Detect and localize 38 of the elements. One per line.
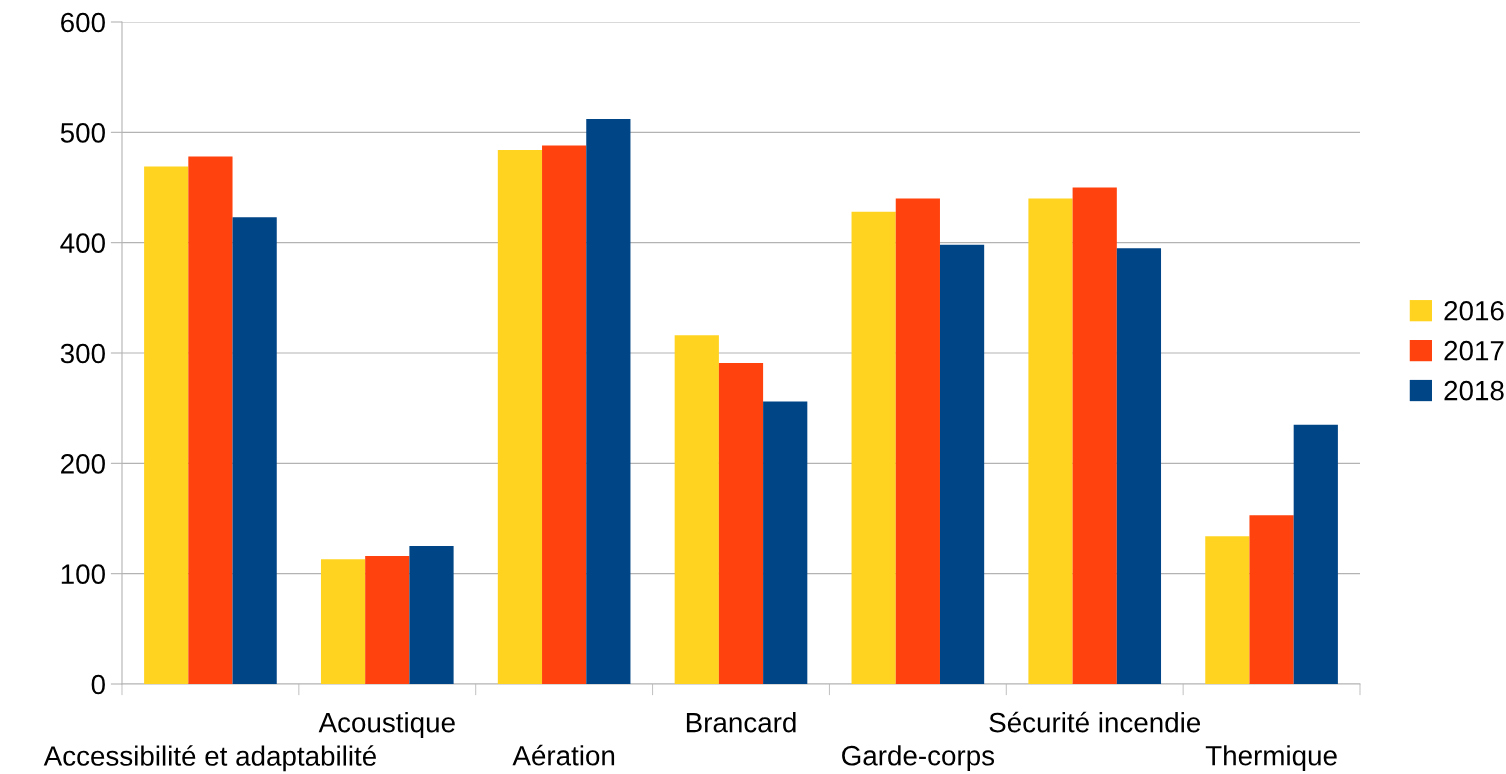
bar (674, 335, 719, 684)
bar (188, 156, 233, 684)
bar (320, 559, 366, 684)
x-tick-label: Aération (512, 744, 615, 766)
y-tick-label: 300 (60, 343, 105, 364)
y-tick-label: 200 (61, 454, 105, 474)
legend-label: 2018 (1444, 380, 1504, 401)
bar (895, 198, 940, 684)
bar (763, 401, 808, 684)
bar (542, 145, 587, 684)
bar (1293, 424, 1338, 684)
y-tick-label: 600 (61, 12, 105, 33)
bar (1116, 248, 1162, 684)
legend-label: 2017 (1444, 340, 1504, 361)
bar (586, 119, 631, 684)
x-tick-label: Acoustique (318, 712, 455, 738)
y-tick-label: 400 (60, 233, 105, 254)
y-tick-label: 100 (61, 564, 105, 585)
x-tick-label: Sécurité incendie (989, 711, 1201, 733)
y-tick-label: 0 (91, 674, 105, 695)
bar (409, 546, 454, 684)
bar (232, 217, 277, 684)
x-tick-label: Garde-corps (842, 745, 995, 772)
bar (1205, 536, 1250, 684)
x-tick-label: Accessibilité et adaptabilité (43, 745, 376, 772)
bar (1028, 198, 1073, 684)
bar (1072, 187, 1117, 684)
x-tick-label: Brancard (686, 712, 796, 733)
y-tick-label: 500 (60, 123, 105, 143)
bar (497, 149, 543, 684)
bar (1249, 515, 1294, 684)
bar (365, 556, 410, 684)
bar (718, 362, 764, 684)
bar (939, 244, 985, 684)
x-tick-label: Thermique (1205, 745, 1337, 772)
legend-label: 2016 (1444, 300, 1504, 321)
bar (851, 211, 896, 684)
bar (144, 166, 189, 684)
